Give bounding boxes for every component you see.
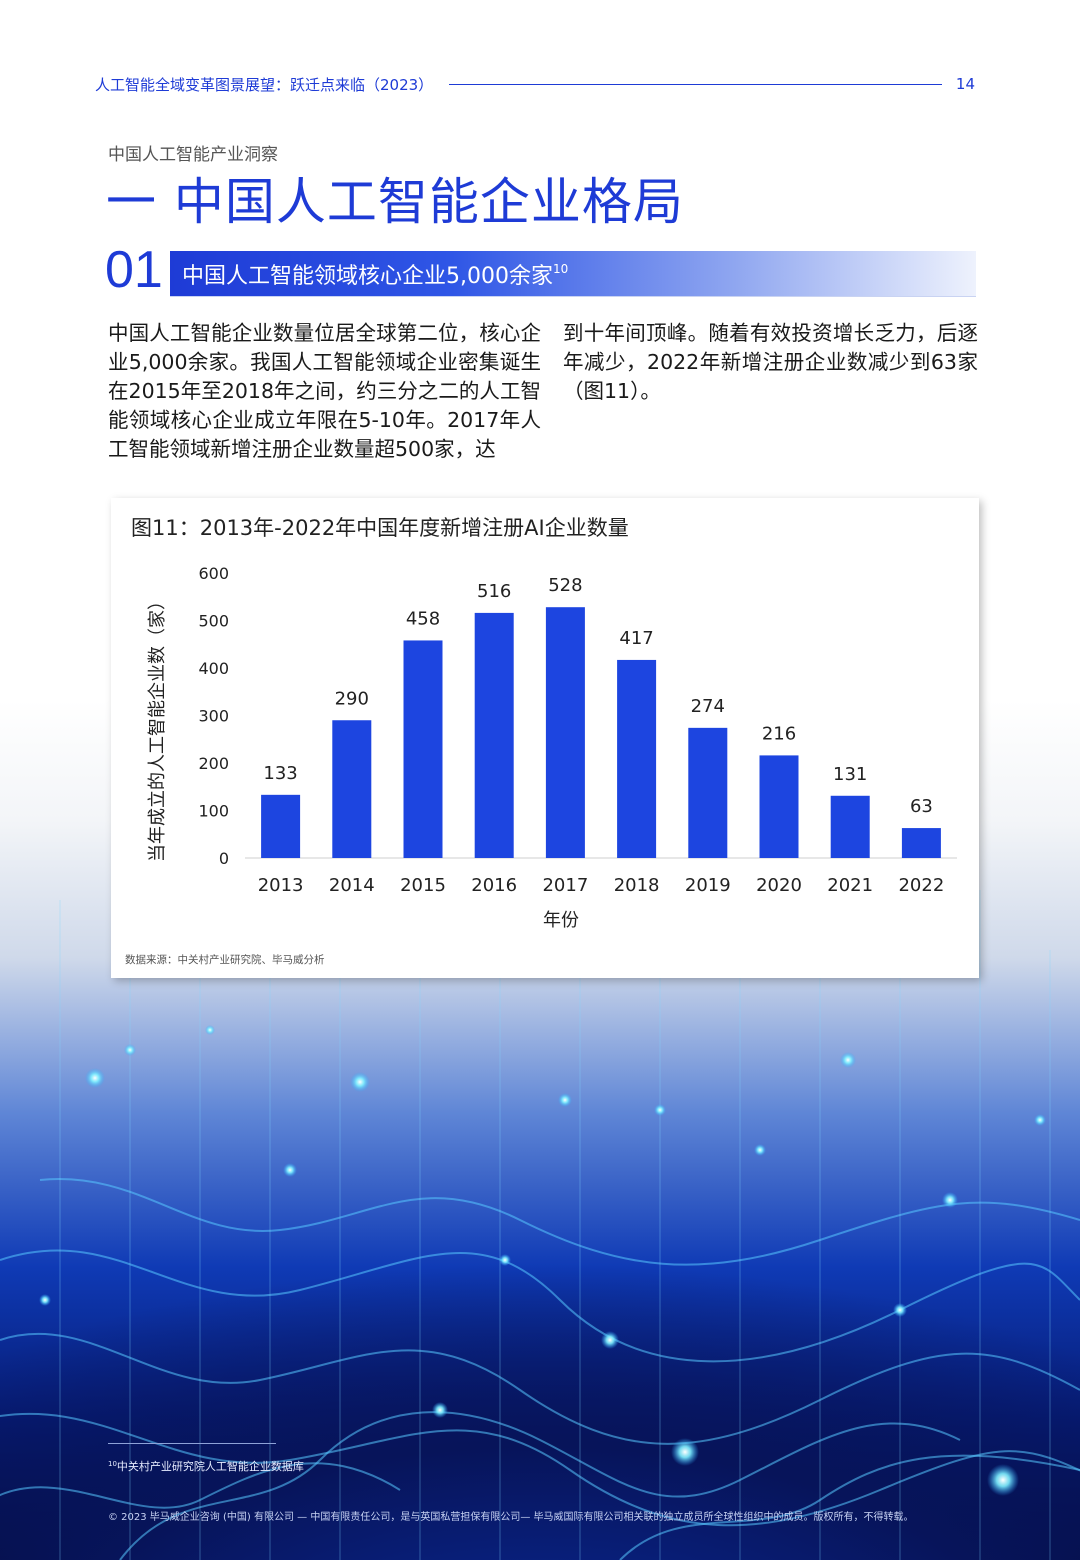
body-text-left: 中国人工智能企业数量位居全球第二位，核心企业5,000余家。我国人工智能领域企业… — [108, 321, 541, 461]
x-tick-label-2017: 2017 — [542, 875, 588, 896]
footnote-number: 10 — [108, 1460, 117, 1468]
x-axis-label: 年份 — [543, 910, 579, 931]
x-tick-label-2022: 2022 — [898, 875, 944, 896]
bar-2016 — [474, 612, 514, 858]
footnote-rule — [108, 1443, 276, 1444]
data-label-2015: 458 — [406, 608, 440, 629]
footnote-text: 中关村产业研究院人工智能企业数据库 — [116, 1460, 304, 1473]
y-tick-label: 200 — [198, 754, 229, 773]
circuit-lines-graphic — [0, 880, 1080, 1560]
x-tick-label-2018: 2018 — [614, 875, 660, 896]
x-tick-label-2013: 2013 — [258, 875, 304, 896]
x-tick-label-2014: 2014 — [329, 875, 375, 896]
body-text-right: 到十年间顶峰。随着有效投资增长乏力，后逐年减少，2022年新增注册企业数减少到6… — [563, 321, 978, 403]
data-labels-group: 133 290 458 516 528 417 274 216 131 63 — [263, 575, 932, 817]
y-axis-label: 当年成立的人工智能企业数（家） — [147, 592, 168, 862]
x-tick-label-2016: 2016 — [471, 875, 517, 896]
bar-2015 — [403, 640, 443, 858]
bar-2020 — [759, 755, 799, 858]
bar-2021 — [830, 795, 870, 858]
y-tick-label: 400 — [198, 659, 229, 678]
bar-2022 — [901, 828, 941, 858]
data-label-2019: 274 — [691, 696, 725, 717]
figure-card: 图11：2013年-2022年中国年度新增注册AI企业数量 0 100 200 300… — [111, 498, 979, 978]
bars-group — [261, 607, 941, 858]
chart-title: 图11：2013年-2022年中国年度新增注册AI企业数量 — [131, 516, 629, 540]
x-axis-ticks: 2013 2014 2015 2016 2017 2018 2019 2020 2021 2022 — [258, 875, 945, 896]
y-tick-label: 0 — [219, 849, 229, 868]
data-label-2016: 516 — [477, 581, 511, 602]
subsection-title-wrap: 中国人工智能领域核心企业5,000余家10 — [182, 258, 568, 290]
data-label-2020: 216 — [762, 723, 796, 744]
x-tick-label-2020: 2020 — [756, 875, 802, 896]
footnote: 10中关村产业研究院人工智能企业数据库 — [108, 1458, 304, 1474]
footnote-reference: 10 — [552, 261, 569, 276]
chart-source: 数据来源：中关村产业研究院、毕马威分析 — [125, 954, 325, 966]
x-tick-label-2021: 2021 — [827, 875, 873, 896]
bar-chart: 0 100 200 300 400 500 600 133 290 458 516 528 417 27… — [147, 564, 957, 931]
x-tick-label-2015: 2015 — [400, 875, 446, 896]
bar-2019 — [688, 727, 728, 858]
y-tick-label: 300 — [198, 707, 229, 726]
y-axis-ticks: 0 100 200 300 400 500 600 — [198, 564, 229, 868]
page-number: 14 — [955, 75, 975, 93]
section-kicker: 中国人工智能产业洞察 — [108, 145, 278, 165]
bar-2013 — [261, 794, 301, 858]
bar-2018 — [617, 659, 657, 858]
y-tick-label: 500 — [198, 612, 229, 631]
subsection-title: 中国人工智能领域核心企业5,000余家 — [182, 263, 553, 289]
x-tick-label-2019: 2019 — [685, 875, 731, 896]
data-label-2013: 133 — [263, 763, 297, 784]
data-label-2018: 417 — [619, 628, 653, 649]
copyright-notice: © 2023 毕马威企业咨询 (中国) 有限公司 — 中国有限责任公司，是与英国… — [108, 1512, 914, 1523]
data-label-2014: 290 — [335, 688, 369, 709]
subsection-banner: 中国人工智能领域核心企业5,000余家10 — [170, 251, 976, 297]
y-tick-label: 100 — [198, 802, 229, 821]
data-label-2022: 63 — [910, 796, 933, 817]
bar-2014 — [332, 720, 372, 858]
subsection-number: 01 — [105, 241, 163, 299]
bar-2017 — [545, 607, 585, 858]
data-label-2021: 131 — [833, 764, 867, 785]
data-label-2017: 528 — [548, 575, 582, 596]
running-title: 人工智能全域变革图景展望：跃迁点来临（2023） — [95, 75, 434, 94]
y-tick-label: 600 — [198, 564, 229, 583]
page-title: 一 中国人工智能企业格局 — [106, 173, 684, 231]
header-rule — [449, 83, 942, 85]
running-header: 人工智能全域变革图景展望：跃迁点来临（2023） 14 — [95, 72, 975, 96]
